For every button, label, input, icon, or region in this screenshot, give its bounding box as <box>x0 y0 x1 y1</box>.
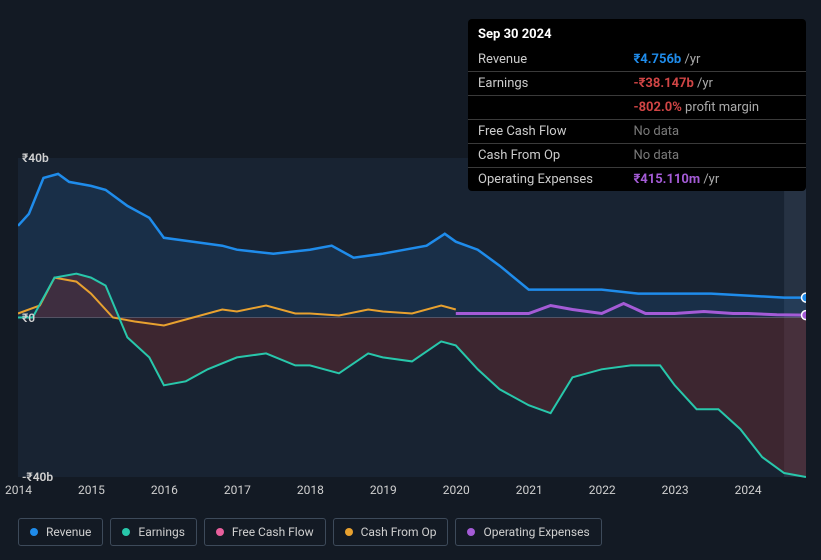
tooltip-row-value: ₹4.756b /yr <box>623 48 806 72</box>
legend-item-free-cash-flow[interactable]: Free Cash Flow <box>204 518 326 546</box>
legend-dot <box>30 528 38 536</box>
x-axis-label: 2021 <box>516 483 543 497</box>
x-axis-label: 2019 <box>370 483 397 497</box>
x-axis-label: 2014 <box>5 483 32 497</box>
legend-item-cash-from-op[interactable]: Cash From Op <box>333 518 449 546</box>
legend-label: Earnings <box>138 525 185 539</box>
legend-item-operating-expenses[interactable]: Operating Expenses <box>455 518 601 546</box>
tooltip-row-value: ₹415.110m /yr <box>623 168 806 192</box>
tooltip-row-label: Revenue <box>468 48 623 72</box>
x-axis-label: 2017 <box>224 483 251 497</box>
chart-tooltip: Sep 30 2024 Revenue₹4.756b /yrEarnings-₹… <box>468 19 806 191</box>
x-axis-label: 2023 <box>662 483 689 497</box>
x-axis-label: 2022 <box>589 483 616 497</box>
chart-legend: Revenue Earnings Free Cash Flow Cash From O… <box>18 518 602 546</box>
y-axis-label: -₹40b <box>22 470 53 484</box>
x-axis-label: 2016 <box>151 483 178 497</box>
tooltip-row-label: Operating Expenses <box>468 168 623 192</box>
legend-label: Operating Expenses <box>483 525 589 539</box>
chart-svg <box>18 158 806 498</box>
legend-dot <box>216 528 224 536</box>
x-axis-label: 2015 <box>78 483 105 497</box>
x-axis-label: 2024 <box>735 483 762 497</box>
legend-label: Free Cash Flow <box>232 525 314 539</box>
legend-item-earnings[interactable]: Earnings <box>110 518 197 546</box>
legend-dot <box>467 528 475 536</box>
tooltip-row-value: -₹38.147b /yr <box>623 72 806 96</box>
legend-label: Cash From Op <box>361 525 437 539</box>
tooltip-row-value: No data <box>623 144 806 168</box>
tooltip-row-value: No data <box>623 120 806 144</box>
tooltip-row-label: Free Cash Flow <box>468 120 623 144</box>
x-axis-label: 2018 <box>297 483 324 497</box>
legend-item-revenue[interactable]: Revenue <box>18 518 103 546</box>
legend-label: Revenue <box>46 525 91 539</box>
tooltip-date: Sep 30 2024 <box>468 19 806 48</box>
x-axis-label: 2020 <box>443 483 470 497</box>
tooltip-row-label <box>468 96 623 120</box>
legend-dot <box>122 528 130 536</box>
tooltip-row-label: Earnings <box>468 72 623 96</box>
y-axis-label: ₹0 <box>22 311 35 325</box>
financials-chart[interactable] <box>18 158 806 498</box>
legend-dot <box>345 528 353 536</box>
tooltip-table: Revenue₹4.756b /yrEarnings-₹38.147b /yr-… <box>468 48 806 191</box>
tooltip-row-value: -802.0% profit margin <box>623 96 806 120</box>
y-axis-label: ₹40b <box>22 151 49 165</box>
tooltip-row-label: Cash From Op <box>468 144 623 168</box>
